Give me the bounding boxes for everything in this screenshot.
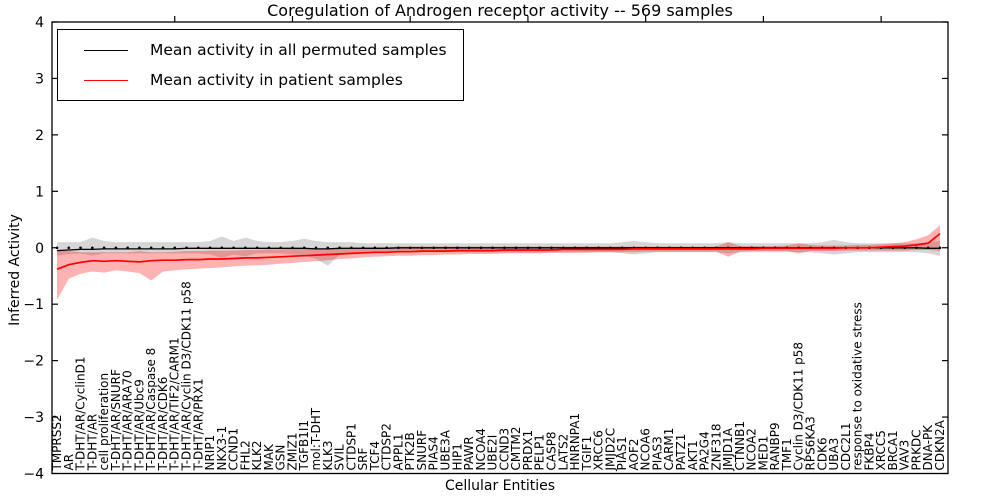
x-tick-label: TGIF1 [580,436,594,472]
svg-text:2: 2 [35,128,44,144]
x-tick-label: VAV3 [898,440,912,471]
x-tick-label: RPS6KA3 [803,416,817,470]
x-tick-label: T-DHT/AR/CyclinD1 [74,356,88,471]
x-tick-label: T-DHT/AR/Ubc9 [132,379,146,471]
x-tick-label: PIAS1 [615,436,629,470]
x-tick-label: ZNF318 [709,423,723,470]
x-tick-label: NKX3-1 [215,426,229,471]
x-tick-label: SVIL [333,444,347,470]
x-tick-label: MAK [262,443,276,471]
x-tick-label: UBA3 [827,438,841,471]
x-tick-label: CARM1 [662,428,676,471]
x-tick-label: CCND3 [497,428,511,471]
x-tick-label: BRCA1 [886,430,900,470]
x-tick-label: UBE3A [439,429,453,470]
svg-text:3: 3 [35,71,44,87]
legend-entry-permuted: Mean activity in all permuted samples [72,35,447,65]
x-tick-label: PTK2B [403,432,417,470]
x-tick-label: RANBP9 [768,422,782,470]
y-axis-label: Inferred Activity [7,214,23,326]
svg-text:−2: −2 [23,354,44,370]
x-tick-label: NCOA2 [745,428,759,470]
x-tick-label: CDKN2A [933,419,947,470]
svg-text:1: 1 [35,184,44,200]
x-tick-label: T-DHT/AR/Cyclin D3/CDK11 p58 [180,281,194,471]
x-tick-label: T-DHT/AR/ARA70 [121,370,135,471]
x-tick-label: AKT1 [686,440,700,470]
x-tick-label: T-DHT/AR/CDK6 [156,377,170,472]
x-tick-label: T-DHT/AR/Caspase 8 [144,348,158,472]
x-tick-label: mol:T-DHT [309,407,323,470]
x-tick-label: PRKDC [909,429,923,470]
chart-title: Coregulation of Androgen receptor activi… [267,1,733,20]
x-tick-label: UBE2I [486,435,500,471]
x-axis-label: Cellular Entities [444,478,556,494]
x-tick-label: HNRNPA1 [568,413,582,471]
x-tick-label: DNA-PK [921,424,935,471]
x-tick-label: response to oxidative stress [851,302,865,470]
x-tick-label: PAWR [462,436,476,470]
x-tick-label: CTNNB1 [733,421,747,471]
x-tick-label: JMJD2C [603,428,617,472]
svg-text:−4: −4 [23,467,44,483]
legend: Mean activity in all permuted samples Me… [57,29,464,101]
x-tick-label: CDK6 [815,437,829,470]
x-tick-label: CDC2L1 [839,423,853,471]
x-tick-label: APPL1 [391,433,405,470]
x-tick-label: TMPRSS2 [50,414,64,471]
x-tick-label: CASP8 [544,431,558,470]
y-axis-label-wrap: Inferred Activity [0,40,30,500]
x-tick-label: TMF1 [780,438,794,471]
legend-entry-patient: Mean activity in patient samples [72,65,447,95]
x-tick-label: PIAS4 [427,436,441,470]
svg-text:4: 4 [35,15,44,31]
permuted-line-swatch [84,49,128,51]
x-tick-label: Cyclin D3/CDK11 p58 [792,342,806,471]
x-tick-label: T-DHT/AR/SNURF [109,369,123,472]
legend-label-patient: Mean activity in patient samples [150,71,403,89]
x-tick-label: MED1 [756,436,770,471]
x-tick-label: PELP1 [533,434,547,470]
x-tick-label: FHL2 [238,440,252,470]
x-tick-label: LATS2 [556,434,570,471]
patient-line-swatch [84,79,128,81]
x-tick-label: NCOA4 [474,428,488,470]
x-tick-label: CTDSP1 [344,423,358,470]
x-tick-label: KLK3 [321,440,335,470]
legend-label-permuted: Mean activity in all permuted samples [150,41,447,59]
svg-text:−1: −1 [23,297,44,313]
x-tick-label: AR [62,454,76,471]
x-tick-label: PATZ1 [674,434,688,471]
x-tick-label: PRDX1 [521,430,535,471]
x-tick-label: FKBP4 [862,433,876,471]
x-tick-label: SNURF [415,430,429,471]
x-tick-label: T-DHT/AR [85,414,99,472]
x-tick-label: NCOA6 [639,428,653,470]
x-tick-label: CTDSP2 [380,423,394,470]
x-tick-label: TCF4 [368,441,382,472]
x-tick-label: PIAS3 [650,436,664,470]
x-tick-label: T-DHT/AR/TIF2/CARM1 [168,337,182,471]
x-tick-label: T-DHT/AR/PRX1 [191,378,205,471]
x-tick-label: JMJD1A [721,427,735,471]
x-tick-label: ZMIZ1 [285,433,299,471]
x-tick-label: XRCC5 [874,430,888,470]
x-tick-label: SRF [356,448,370,471]
x-tick-label: XRCC6 [592,430,606,470]
x-tick-label: AOF2 [627,439,641,471]
svg-text:−3: −3 [23,410,44,426]
svg-text:0: 0 [35,241,44,257]
x-tick-label: cell proliferation [97,373,111,471]
x-tick-label: HIP1 [450,443,464,470]
x-tick-label: NRIP1 [203,435,217,471]
x-tick-label: TGFB1I1 [297,420,311,472]
x-tick-label: PA2G4 [698,431,712,470]
x-tick-label: KLK2 [250,440,264,470]
x-tick-label: CMTM2 [509,426,523,470]
x-tick-label: CCND1 [227,428,241,471]
x-tick-label: GSN [274,445,288,471]
